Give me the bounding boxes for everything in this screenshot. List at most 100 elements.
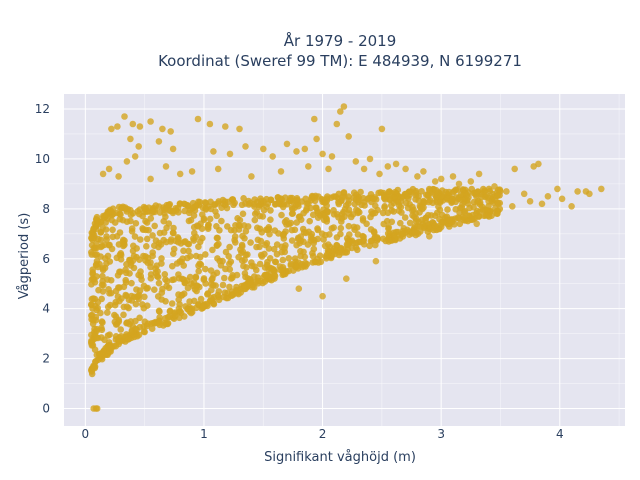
scatter-point	[294, 234, 302, 242]
scatter-point	[147, 263, 154, 271]
scatter-point	[108, 125, 115, 133]
scatter-point	[388, 207, 396, 214]
scatter-point	[117, 211, 124, 218]
scatter-point	[172, 312, 179, 320]
scatter-point	[159, 125, 166, 133]
scatter-point	[295, 202, 302, 210]
scatter-point	[339, 193, 346, 201]
scatter-point	[439, 218, 447, 225]
scatter-point	[121, 204, 129, 211]
scatter-point	[411, 228, 418, 236]
scatter-point	[379, 209, 387, 217]
scatter-point	[267, 207, 274, 214]
scatter-point	[428, 212, 435, 219]
scatter-point	[260, 145, 267, 153]
scatter-point	[378, 125, 386, 133]
scatter-point	[319, 292, 326, 300]
scatter-point	[218, 217, 225, 225]
scatter-point	[410, 206, 417, 213]
scatter-point	[399, 230, 406, 238]
scatter-point	[127, 135, 134, 143]
scatter-point	[121, 113, 128, 120]
scatter-point	[241, 256, 248, 264]
scatter-point	[93, 405, 101, 412]
scatter-point	[397, 219, 404, 227]
scatter-point	[270, 245, 278, 253]
scatter-point	[298, 263, 306, 271]
scatter-point	[347, 213, 355, 221]
scatter-point	[226, 283, 233, 291]
scatter-point	[158, 255, 165, 262]
scatter-point	[269, 153, 277, 160]
scatter-point	[390, 194, 398, 201]
scatter-point	[388, 218, 396, 226]
scatter-point	[404, 204, 412, 212]
scatter-point	[574, 188, 581, 195]
scatter-point	[466, 204, 473, 212]
scatter-point	[122, 279, 130, 286]
scatter-point	[478, 203, 486, 211]
scatter-point	[463, 191, 471, 199]
scatter-point	[407, 188, 415, 196]
scatter-point	[311, 258, 319, 266]
scatter-point	[420, 204, 427, 211]
scatter-point	[420, 168, 427, 175]
scatter-point	[279, 256, 287, 264]
chart-title-line-1: År 1979 - 2019	[284, 31, 397, 50]
scatter-point	[363, 220, 370, 228]
scatter-point	[308, 230, 316, 238]
scatter-point	[133, 245, 140, 252]
scatter-point	[181, 279, 189, 286]
scatter-point	[311, 115, 318, 123]
scatter-point	[473, 220, 481, 228]
scatter-point	[416, 209, 423, 216]
scatter-point	[475, 213, 483, 220]
scatter-point	[101, 336, 108, 344]
scatter-point	[99, 272, 106, 280]
scatter-point	[151, 286, 158, 294]
scatter-point	[123, 158, 131, 165]
scatter-point	[145, 226, 152, 234]
scatter-point	[90, 317, 97, 324]
scatter-point	[202, 251, 209, 258]
y-tick-label: 4	[42, 302, 50, 316]
scatter-point	[309, 211, 317, 219]
scatter-point	[262, 241, 269, 249]
scatter-point	[214, 165, 222, 173]
scatter-point	[155, 307, 163, 315]
scatter-point	[520, 190, 528, 198]
scatter-point	[132, 220, 140, 227]
y-axis-title: Vågperiod (s)	[17, 213, 32, 300]
scatter-point	[194, 115, 202, 123]
scatter-point	[271, 258, 279, 266]
scatter-point	[129, 120, 137, 128]
scatter-point	[104, 303, 112, 311]
scatter-point	[261, 264, 269, 271]
scatter-point	[236, 125, 243, 133]
scatter-point	[214, 200, 222, 207]
scatter-point	[414, 173, 421, 180]
scatter-point	[180, 262, 187, 269]
scatter-point	[140, 328, 148, 335]
scatter-point	[200, 275, 208, 282]
scatter-point	[170, 250, 177, 257]
scatter-point	[99, 288, 107, 295]
scatter-point	[181, 201, 189, 208]
scatter-point	[216, 227, 223, 234]
scatter-point	[103, 211, 110, 218]
scatter-point	[115, 173, 122, 180]
scatter-point	[288, 237, 296, 244]
scatter-point	[176, 170, 184, 178]
scatter-point	[485, 198, 492, 205]
scatter-point	[251, 216, 259, 224]
scatter-point	[221, 274, 228, 282]
scatter-point	[452, 206, 460, 213]
scatter-point	[232, 239, 239, 246]
scatter-point	[257, 197, 265, 205]
scatter-point	[114, 123, 121, 130]
scatter-point	[455, 180, 463, 188]
scatter-point	[242, 228, 250, 235]
scatter-point	[438, 187, 446, 194]
scatter-point	[226, 243, 233, 251]
scatter-point	[535, 160, 542, 168]
